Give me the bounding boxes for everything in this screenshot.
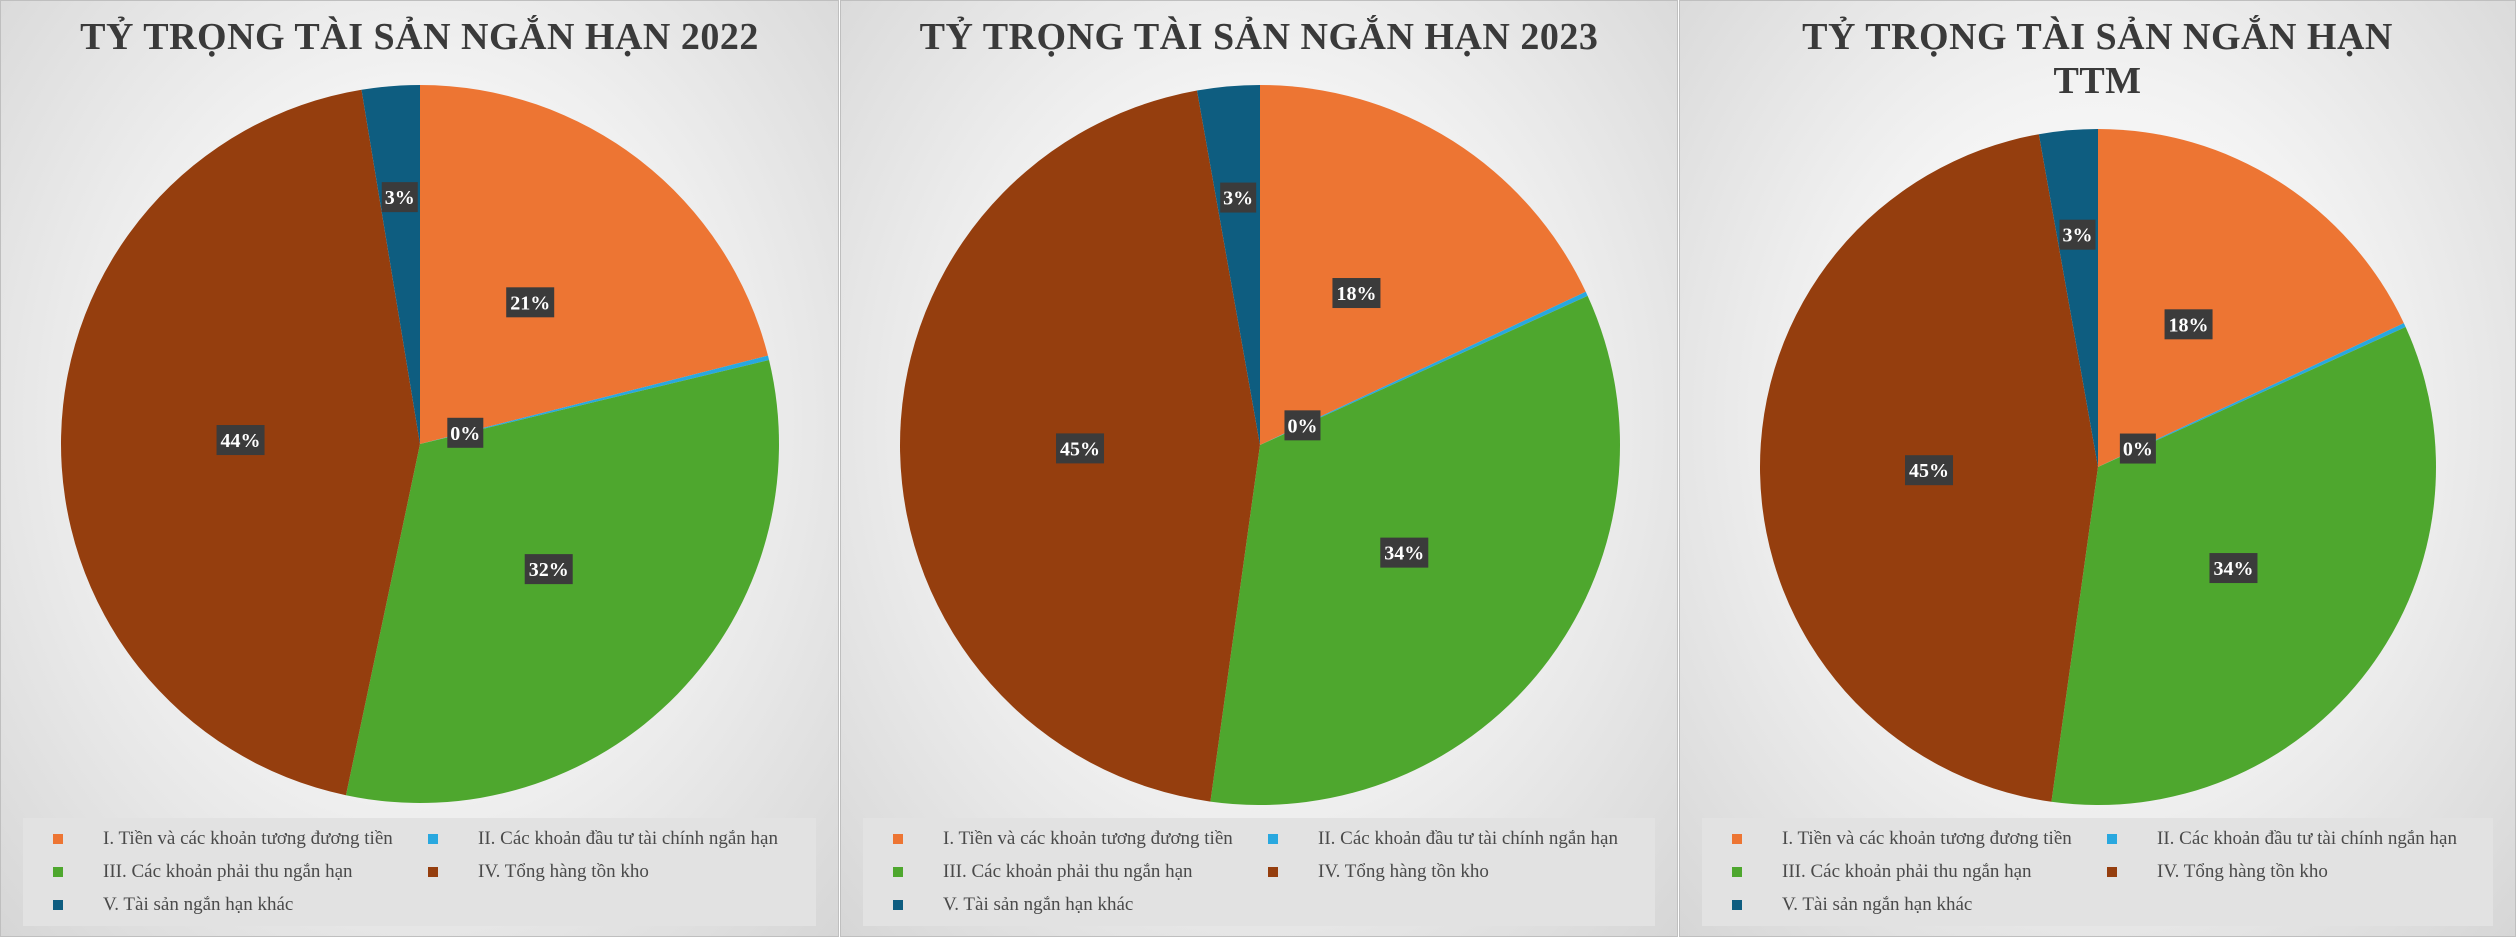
legend-item-cash: I. Tiền và các khoản tương đương tiền (1732, 828, 2072, 850)
data-label-text: 34% (1384, 543, 1424, 565)
pie-slice-cash (420, 85, 768, 444)
data-label: 0% (1284, 410, 1321, 441)
data-label-box (2059, 219, 2096, 250)
data-label-text: 3% (2063, 225, 2093, 247)
data-label: 44% (216, 425, 265, 456)
data-label: 45% (1056, 433, 1105, 464)
chart-legend: I. Tiền và các khoản tương đương tiền II… (863, 818, 1655, 926)
data-label: 34% (2209, 553, 2258, 584)
legend-swatch (893, 900, 903, 910)
data-label: 3% (2059, 219, 2096, 250)
legend-item-inventory: IV. Tổng hàng tồn kho (1268, 861, 1489, 883)
legend-item-investments: II. Các khoản đầu tư tài chính ngắn hạn (428, 828, 778, 850)
pie-chart: 18% 0% 34% 45% 3% (900, 85, 1620, 805)
legend-item-investments: II. Các khoản đầu tư tài chính ngắn hạn (1268, 828, 1618, 850)
data-label-text: 32% (529, 559, 569, 581)
data-label: 18% (1332, 278, 1381, 309)
legend-item-other: V. Tài sản ngắn hạn khác (893, 894, 1133, 916)
data-label-box (447, 417, 484, 448)
data-label: 45% (1905, 455, 1954, 486)
chart-title: TỶ TRỌNG TÀI SẢN NGẮN HẠN 2022 (80, 16, 759, 58)
data-label-text: 3% (1223, 188, 1253, 210)
data-label-text: 0% (2123, 439, 2153, 461)
data-label-text: 45% (1909, 460, 1949, 482)
pie-slice-cash (2098, 129, 2404, 467)
pie-chart: 18% 0% 34% 45% 3% (1759, 129, 2436, 805)
data-label-box (524, 554, 573, 585)
data-label-text: 45% (1060, 438, 1100, 460)
data-label-box (1905, 455, 1954, 486)
data-label-box (1380, 537, 1429, 568)
data-label: 32% (524, 554, 573, 585)
legend-swatch (53, 834, 63, 844)
data-label: 3% (1220, 182, 1257, 213)
legend-item-receivables: III. Các khoản phải thu ngắn hạn (893, 861, 1193, 883)
legend-swatch (2107, 867, 2117, 877)
legend-item-inventory: IV. Tổng hàng tồn kho (2107, 861, 2328, 883)
chart-legend: I. Tiền và các khoản tương đương tiền II… (23, 818, 816, 926)
legend-item-other: V. Tài sản ngắn hạn khác (1732, 894, 1972, 916)
legend-swatch (893, 834, 903, 844)
data-label: 3% (381, 182, 418, 213)
pie-chart: 21% 0% 32% 44% 3% (61, 85, 779, 803)
data-label: 18% (2164, 309, 2213, 340)
data-label-text: 0% (1287, 415, 1317, 437)
data-label: 34% (1380, 537, 1429, 568)
pie-slice-other (361, 85, 420, 444)
legend-item-cash: I. Tiền và các khoản tương đương tiền (893, 828, 1233, 850)
data-label: 0% (447, 417, 484, 448)
data-label-text: 18% (1336, 283, 1376, 305)
pie-slice-investments (420, 355, 770, 444)
chart-title: TỶ TRỌNG TÀI SẢN NGẮN HẠN TTM (1802, 16, 2393, 102)
legend-swatch (1732, 867, 1742, 877)
data-label-box (1220, 182, 1257, 213)
legend-item-inventory: IV. Tổng hàng tồn kho (428, 861, 649, 883)
data-label-box (2119, 433, 2156, 464)
legend-swatch (1268, 834, 1278, 844)
chart-panel-2022: TỶ TRỌNG TÀI SẢN NGẮN HẠN 2022 21% 0% 32% 4… (0, 0, 839, 937)
data-label-text: 0% (450, 423, 480, 445)
legend-item-receivables: III. Các khoản phải thu ngắn hạn (53, 861, 353, 883)
legend-swatch (53, 900, 63, 910)
pie-slice-investments (1260, 291, 1588, 445)
pie-slice-investments (2098, 323, 2406, 467)
data-label-box (216, 425, 265, 456)
legend-swatch (1268, 867, 1278, 877)
legend-swatch (428, 834, 438, 844)
legend-item-cash: I. Tiền và các khoản tương đương tiền (53, 828, 393, 850)
legend-swatch (1732, 900, 1742, 910)
legend-swatch (2107, 834, 2117, 844)
chart-title: TỶ TRỌNG TÀI SẢN NGẮN HẠN 2023 (919, 16, 1599, 58)
legend-swatch (1732, 834, 1742, 844)
data-label-box (1056, 433, 1105, 464)
data-label-text: 34% (2213, 558, 2253, 580)
legend-item-investments: II. Các khoản đầu tư tài chính ngắn hạn (2107, 828, 2457, 850)
legend-swatch (893, 867, 903, 877)
data-label-box (1332, 278, 1381, 309)
data-label-box (2164, 309, 2213, 340)
pie-slice-other (1196, 85, 1260, 445)
data-label-box (506, 287, 555, 318)
chart-legend: I. Tiền và các khoản tương đương tiền II… (1702, 818, 2493, 926)
legend-item-other: V. Tài sản ngắn hạn khác (53, 894, 293, 916)
pie-slice-cash (1260, 85, 1586, 445)
data-label: 21% (506, 287, 555, 318)
data-label-box (381, 182, 418, 213)
chart-panel-2023: TỶ TRỌNG TÀI SẢN NGẮN HẠN 2023 18% 0% 34% 4… (840, 0, 1678, 937)
pie-slice-other (2038, 129, 2098, 467)
legend-swatch (53, 867, 63, 877)
legend-swatch (428, 867, 438, 877)
data-label-text: 3% (385, 187, 415, 209)
data-label-text: 21% (510, 292, 550, 314)
legend-item-receivables: III. Các khoản phải thu ngắn hạn (1732, 861, 2032, 883)
data-label: 0% (2119, 433, 2156, 464)
chart-panel-ttm: TỶ TRỌNG TÀI SẢN NGẮN HẠN TTM 18% 0% 34% 45… (1679, 0, 2516, 937)
data-label-box (2209, 553, 2258, 584)
data-label-box (1284, 410, 1321, 441)
data-label-text: 44% (221, 430, 261, 452)
data-label-text: 18% (2169, 314, 2209, 336)
